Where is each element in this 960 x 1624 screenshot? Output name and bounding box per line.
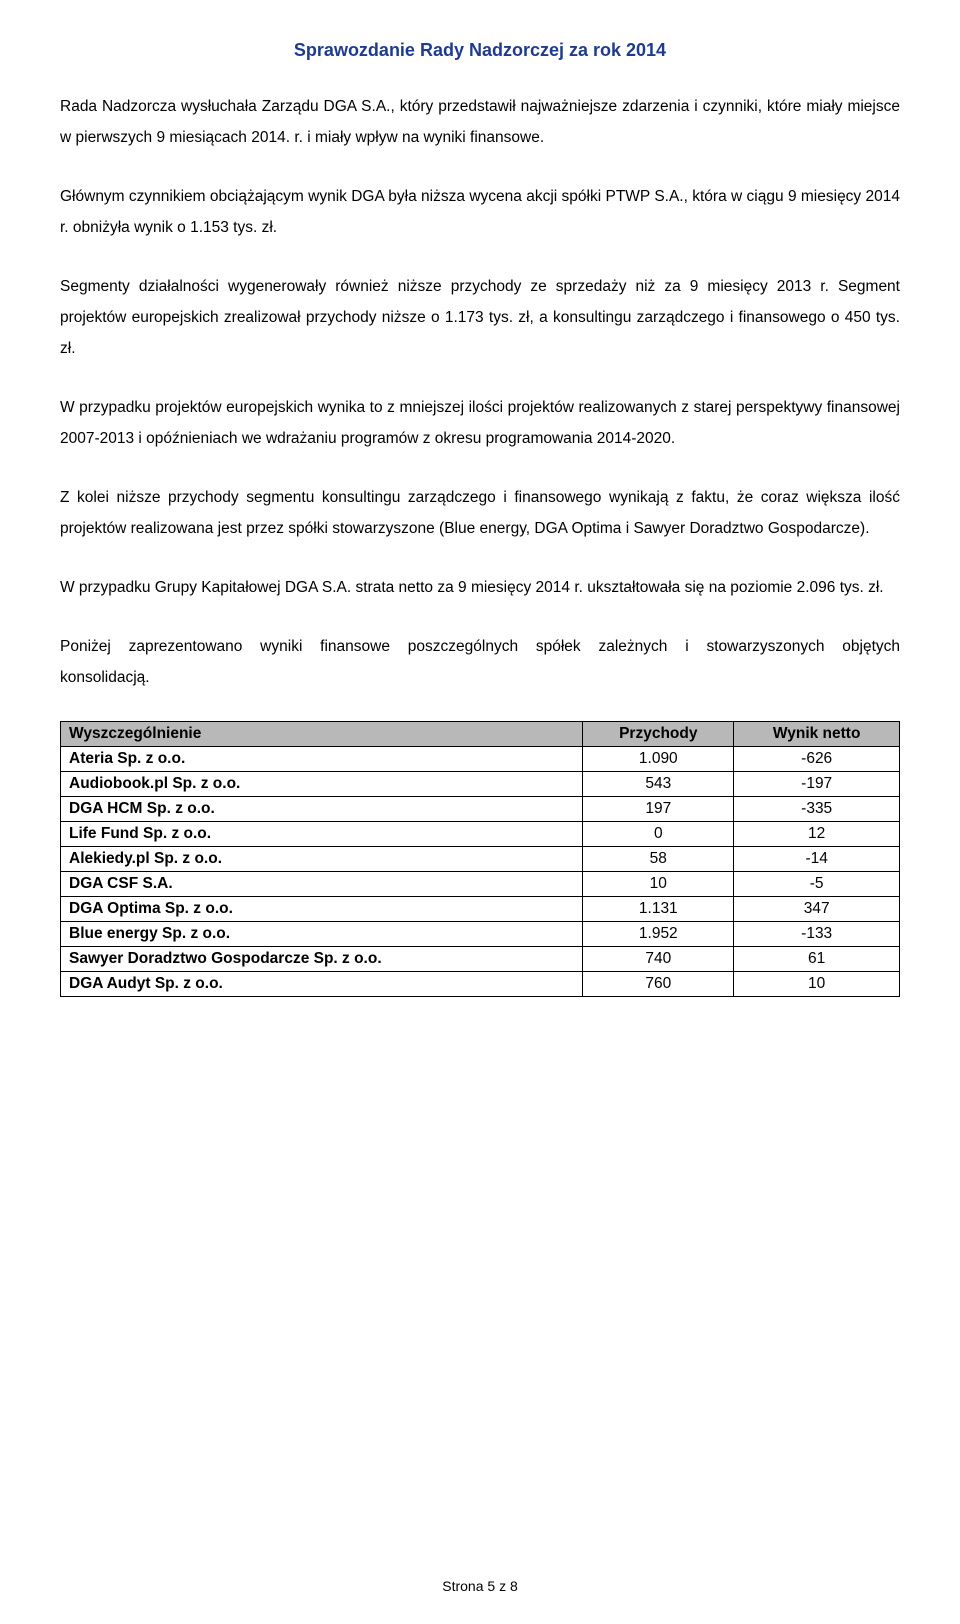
page-footer: Strona 5 z 8 (0, 1578, 960, 1594)
table-row: DGA HCM Sp. z o.o. 197 -335 (61, 797, 900, 822)
table-header-net: Wynik netto (734, 722, 900, 747)
cell-revenue: 1.131 (583, 897, 734, 922)
table-header-name: Wyszczególnienie (61, 722, 583, 747)
table-row: Audiobook.pl Sp. z o.o. 543 -197 (61, 772, 900, 797)
cell-name: Alekiedy.pl Sp. z o.o. (61, 847, 583, 872)
cell-net: -14 (734, 847, 900, 872)
paragraph-5: Z kolei niższe przychody segmentu konsul… (60, 482, 900, 544)
table-row: DGA Audyt Sp. z o.o. 760 10 (61, 972, 900, 997)
cell-revenue: 1.952 (583, 922, 734, 947)
cell-name: DGA HCM Sp. z o.o. (61, 797, 583, 822)
cell-revenue: 197 (583, 797, 734, 822)
cell-revenue: 760 (583, 972, 734, 997)
document-page: Sprawozdanie Rady Nadzorczej za rok 2014… (0, 0, 960, 1624)
cell-revenue: 10 (583, 872, 734, 897)
cell-revenue: 543 (583, 772, 734, 797)
cell-net: -197 (734, 772, 900, 797)
page-title: Sprawozdanie Rady Nadzorczej za rok 2014 (60, 40, 900, 61)
cell-name: DGA CSF S.A. (61, 872, 583, 897)
cell-revenue: 740 (583, 947, 734, 972)
cell-revenue: 1.090 (583, 747, 734, 772)
cell-name: DGA Optima Sp. z o.o. (61, 897, 583, 922)
cell-net: 12 (734, 822, 900, 847)
cell-net: -626 (734, 747, 900, 772)
table-row: DGA Optima Sp. z o.o. 1.131 347 (61, 897, 900, 922)
paragraph-2: Głównym czynnikiem obciążającym wynik DG… (60, 181, 900, 243)
cell-net: -335 (734, 797, 900, 822)
cell-name: Ateria Sp. z o.o. (61, 747, 583, 772)
cell-name: Life Fund Sp. z o.o. (61, 822, 583, 847)
table-row: Life Fund Sp. z o.o. 0 12 (61, 822, 900, 847)
cell-net: 61 (734, 947, 900, 972)
paragraph-7: Poniżej zaprezentowano wyniki finansowe … (60, 631, 900, 693)
table-header-revenue: Przychody (583, 722, 734, 747)
cell-name: DGA Audyt Sp. z o.o. (61, 972, 583, 997)
cell-name: Audiobook.pl Sp. z o.o. (61, 772, 583, 797)
paragraph-6: W przypadku Grupy Kapitałowej DGA S.A. s… (60, 572, 900, 603)
cell-net: -5 (734, 872, 900, 897)
paragraph-4: W przypadku projektów europejskich wynik… (60, 392, 900, 454)
paragraph-1: Rada Nadzorcza wysłuchała Zarządu DGA S.… (60, 91, 900, 153)
cell-net: -133 (734, 922, 900, 947)
table-row: Blue energy Sp. z o.o. 1.952 -133 (61, 922, 900, 947)
cell-revenue: 0 (583, 822, 734, 847)
cell-revenue: 58 (583, 847, 734, 872)
cell-name: Blue energy Sp. z o.o. (61, 922, 583, 947)
table-row: Alekiedy.pl Sp. z o.o. 58 -14 (61, 847, 900, 872)
table-header-row: Wyszczególnienie Przychody Wynik netto (61, 722, 900, 747)
cell-net: 10 (734, 972, 900, 997)
table-row: Ateria Sp. z o.o. 1.090 -626 (61, 747, 900, 772)
table-row: Sawyer Doradztwo Gospodarcze Sp. z o.o. … (61, 947, 900, 972)
cell-net: 347 (734, 897, 900, 922)
table-row: DGA CSF S.A. 10 -5 (61, 872, 900, 897)
cell-name: Sawyer Doradztwo Gospodarcze Sp. z o.o. (61, 947, 583, 972)
paragraph-3: Segmenty działalności wygenerowały równi… (60, 271, 900, 364)
results-table: Wyszczególnienie Przychody Wynik netto A… (60, 721, 900, 997)
